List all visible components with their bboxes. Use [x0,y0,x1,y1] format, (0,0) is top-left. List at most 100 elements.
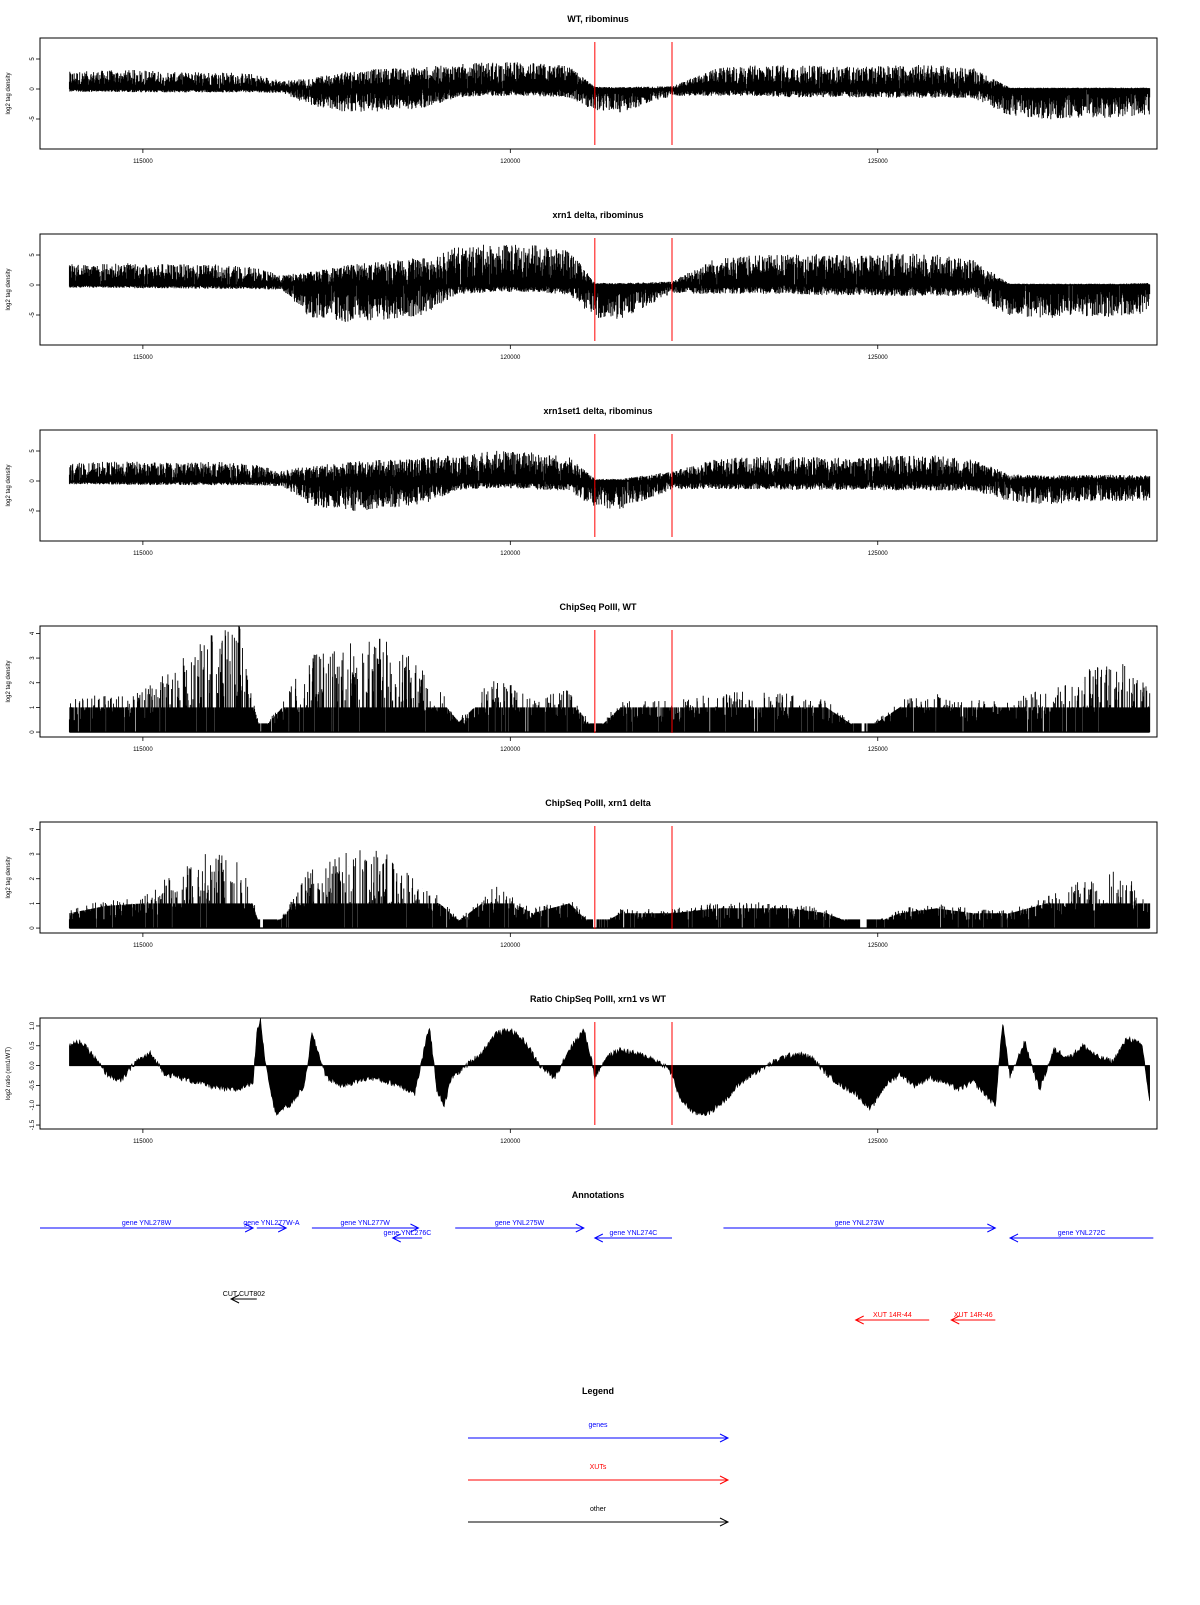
series-plus [69,62,1149,89]
panel-xrn1set1_ribominus: xrn1set1 delta, ribominus log2 tag densit… [6,406,1157,557]
bars-plus [69,850,1149,928]
legend-label: genes [588,1422,608,1429]
y-tick-label: 4 [30,827,36,831]
series-plus [69,626,1149,732]
bars-plus [69,626,1149,732]
y-tick-label: 4 [30,631,36,635]
bars-minus [69,285,1149,322]
y-tick-label: 2 [30,680,36,684]
y-tick-label: -5 [30,508,36,514]
panel-ratio_chip: Ratio ChipSeq PolII, xrn1 vs WT log2 rati… [6,994,1157,1145]
feature-label: CUT CUT802 [223,1291,265,1298]
x-tick-label: 125000 [868,551,889,557]
series-minus [69,481,1149,511]
y-tick-label: -1.5 [30,1119,36,1130]
series-group [69,850,1149,928]
feature-label: gene YNL275W [495,1220,545,1227]
bars-plus [69,245,1149,285]
series-minus [69,89,1149,119]
panel-chip_wt: ChipSeq PolII, WT log2 tag density 0 1 2 3 4 11… [6,602,1157,753]
series-group [69,245,1149,322]
feature-gene: gene YNL275W [455,1220,584,1232]
x-tick-label: 115000 [133,747,153,753]
series-plus [69,245,1149,285]
annotation-panel: Annotations gene YNL278W gene YNL277W-A gen… [40,1190,1153,1324]
x-tick-label: 125000 [868,355,889,361]
x-tick-label: 125000 [868,943,889,949]
feature-gene: gene YNL274C [595,1230,672,1242]
x-tick-label: 120000 [500,747,521,753]
legend-entry-gene: genes [468,1422,728,1442]
x-tick-label: 125000 [868,1139,889,1145]
panel-title: xrn1 delta, ribominus [552,210,643,220]
y-tick-label: 1 [30,901,36,905]
legend-entry-other: other [468,1506,728,1526]
feature-label: gene YNL278W [122,1220,172,1227]
y-axis-label: log2 tag density [6,856,12,898]
panel-title: WT, ribominus [567,14,629,24]
y-tick-label: 0.5 [30,1041,36,1050]
annotations-title: Annotations [572,1190,625,1200]
legend-title: Legend [582,1386,614,1396]
legend-entry-xut: XUTs [468,1464,728,1484]
bars-minus [69,481,1149,511]
x-tick-label: 120000 [500,943,521,949]
y-axis-label: log2 tag density [6,72,12,114]
feature-label: gene YNL272C [1058,1230,1106,1237]
series-group [69,626,1149,732]
panel-title: ChipSeq PolII, WT [560,602,637,612]
series-group [69,451,1149,511]
y-axis-label: log2 tag density [6,464,12,506]
legend-label: XUTs [590,1464,607,1471]
bars-minus [70,89,1150,119]
feature-other: CUT CUT802 [223,1291,265,1303]
x-tick-label: 125000 [868,747,889,753]
feature-label: XUT 14R-46 [954,1312,993,1319]
y-tick-label: 3 [30,656,36,660]
feature-label: gene YNL273W [835,1220,885,1227]
y-tick-label: -1.0 [30,1099,36,1110]
x-tick-label: 125000 [868,159,889,165]
panel-wt_ribominus: WT, ribominus log2 tag density -5 0 5 115000 1… [6,14,1157,165]
y-tick-label: 1 [30,705,36,709]
y-tick-label: -5 [30,116,36,122]
feature-label: gene YNL277W-A [243,1220,299,1227]
panel-title: Ratio ChipSeq PolII, xrn1 vs WT [530,994,667,1004]
feature-label: gene YNL274C [610,1230,658,1237]
y-tick-label: 5 [30,57,36,61]
panel-chip_xrn1: ChipSeq PolII, xrn1 delta log2 tag densit… [6,798,1157,949]
legend-label: other [590,1506,607,1513]
y-tick-label: 0 [30,87,36,91]
x-tick-label: 115000 [133,551,153,557]
y-tick-label: 0 [30,479,36,483]
feature-gene: gene YNL273W [723,1220,995,1232]
series-group [69,62,1149,119]
panel-title: xrn1set1 delta, ribominus [543,406,652,416]
y-axis-label: log2 ratio (xrn1/WT) [6,1047,12,1100]
panel-title: ChipSeq PolII, xrn1 delta [545,798,652,808]
x-tick-label: 115000 [133,1139,153,1145]
ratio-area [69,1018,1149,1116]
series-plus [69,451,1149,481]
feature-label: gene YNL276C [384,1230,432,1237]
x-tick-label: 115000 [133,355,153,361]
series-group [69,1018,1149,1116]
y-axis-label: log2 tag density [6,660,12,702]
feature-gene: gene YNL278W [40,1220,253,1232]
y-tick-label: 0 [30,283,36,287]
x-tick-label: 120000 [500,1139,521,1145]
y-tick-label: 0 [30,926,36,930]
legend: Legend genes XUTs other [468,1386,728,1526]
x-tick-label: 120000 [500,551,521,557]
feature-label: gene YNL277W [341,1220,391,1227]
y-tick-label: 0 [30,730,36,734]
y-tick-label: -0.5 [30,1080,36,1091]
y-tick-label: 1.0 [30,1021,36,1030]
feature-gene: gene YNL272C [1010,1230,1153,1242]
y-tick-label: 2 [30,876,36,880]
x-tick-label: 115000 [133,159,153,165]
series-minus [69,285,1149,322]
